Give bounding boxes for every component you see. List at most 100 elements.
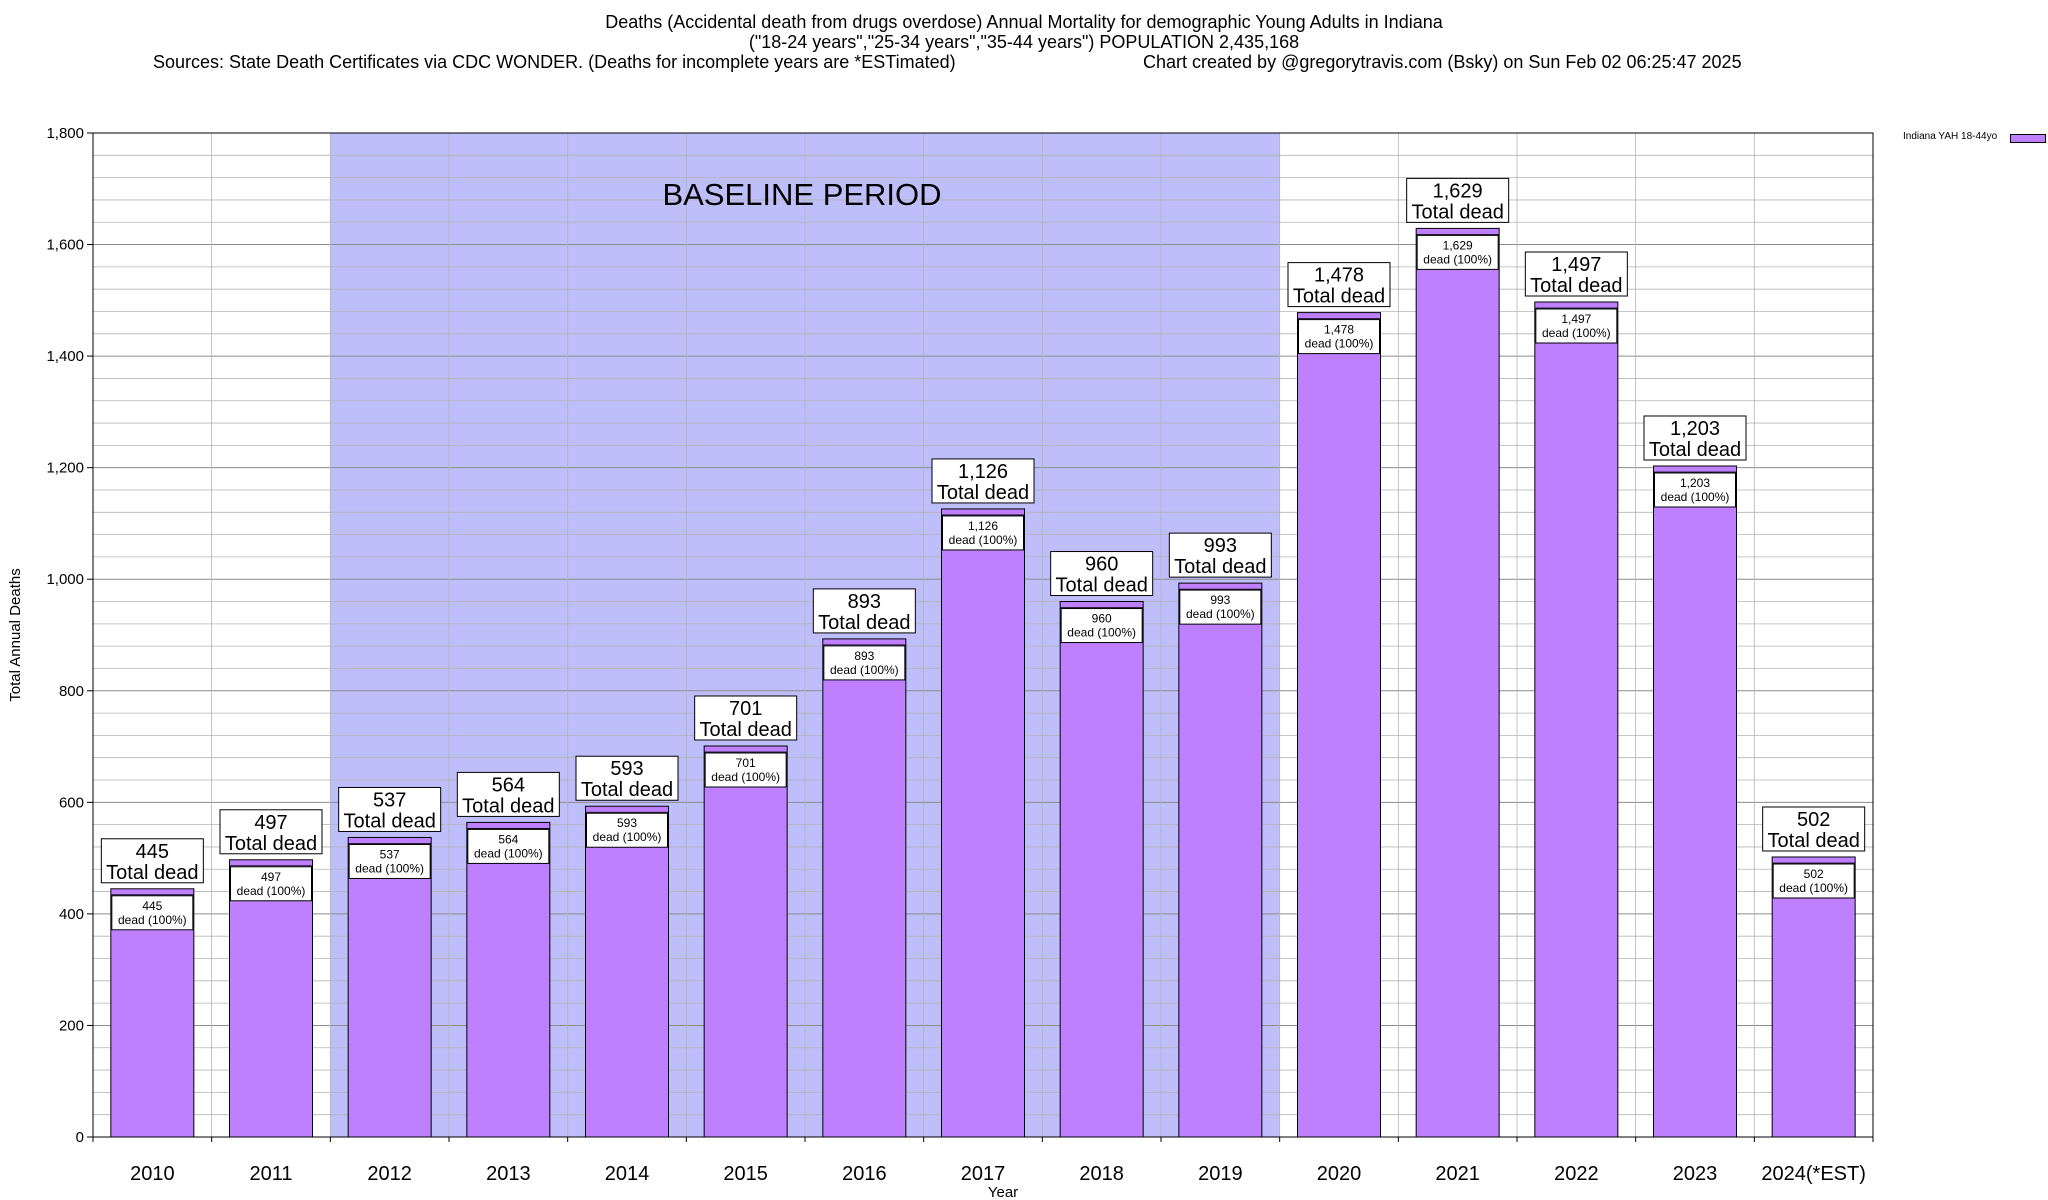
x-tick-label: 2013 xyxy=(486,1163,531,1185)
total-label-box xyxy=(931,458,1035,504)
total-value-label: 1,203 xyxy=(1670,418,1720,440)
x-tick-label: 2024(*EST) xyxy=(1761,1163,1866,1185)
inner-value-label: 1,629 xyxy=(1443,238,1473,252)
inner-value-label: 593 xyxy=(617,816,637,830)
inner-label-box xyxy=(467,828,550,864)
x-tick-label: 2017 xyxy=(961,1163,1006,1185)
y-tick-label: 200 xyxy=(59,1017,84,1034)
bar xyxy=(941,508,1025,1138)
bar xyxy=(1178,582,1263,1138)
inner-label-box xyxy=(348,843,431,879)
bar xyxy=(703,745,788,1138)
x-tick-label: 2010 xyxy=(130,1163,175,1185)
legend-label: Indiana YAH 18-44yo xyxy=(1903,131,1998,142)
inner-label-box xyxy=(823,645,906,681)
total-value-label: 1,478 xyxy=(1314,265,1364,287)
inner-label-box xyxy=(230,866,312,902)
inner-percent-label: dead (100%) xyxy=(1186,607,1255,621)
total-dead-label: Total dead xyxy=(1174,556,1266,578)
inner-label-box xyxy=(942,515,1024,551)
x-axis-title: Year xyxy=(988,1184,1018,1200)
total-dead-label: Total dead xyxy=(106,862,198,884)
inner-value-label: 497 xyxy=(261,870,281,884)
credit-text: Chart created by @gregorytravis.com (Bsk… xyxy=(1143,52,1742,72)
total-value-label: 1,629 xyxy=(1433,180,1483,202)
inner-value-label: 1,497 xyxy=(1561,312,1591,326)
total-dead-label: Total dead xyxy=(1530,275,1622,297)
baseline-label: BASELINE PERIOD xyxy=(662,177,941,212)
total-label-box xyxy=(219,809,323,855)
total-dead-label: Total dead xyxy=(937,482,1029,504)
total-dead-label: Total dead xyxy=(581,779,673,801)
inner-value-label: 701 xyxy=(736,756,756,770)
total-dead-label: Total dead xyxy=(462,795,554,817)
total-label-box xyxy=(100,838,204,884)
inner-label-box xyxy=(1535,308,1618,344)
total-dead-label: Total dead xyxy=(344,810,436,832)
x-tick-label: 2012 xyxy=(367,1163,412,1185)
y-tick-label: 0 xyxy=(76,1129,84,1146)
total-dead-label: Total dead xyxy=(1056,575,1148,597)
inner-value-label: 993 xyxy=(1210,593,1230,607)
bar xyxy=(229,859,313,1138)
total-dead-label: Total dead xyxy=(225,833,317,855)
inner-label-box xyxy=(1060,608,1143,644)
inner-value-label: 564 xyxy=(498,832,518,846)
inner-label-box xyxy=(1179,589,1262,625)
total-label-box xyxy=(1762,806,1866,852)
inner-value-label: 960 xyxy=(1092,612,1112,626)
x-tick-label: 2023 xyxy=(1673,1163,1718,1185)
y-tick-label: 400 xyxy=(59,906,84,923)
chart-title: Deaths (Accidental death from drugs over… xyxy=(0,12,2048,52)
inner-label-box xyxy=(1416,234,1499,270)
total-value-label: 701 xyxy=(729,698,762,720)
bar xyxy=(1297,312,1381,1138)
y-tick-label: 1,400 xyxy=(46,348,84,365)
x-tick-label: 2018 xyxy=(1079,1163,1124,1185)
source-text: Sources: State Death Certificates via CD… xyxy=(153,52,956,72)
inner-percent-label: dead (100%) xyxy=(711,770,780,784)
y-tick-label: 1,800 xyxy=(46,125,84,142)
title-line-2: ("18-24 years","25-34 years","35-44 year… xyxy=(748,32,1300,52)
total-value-label: 564 xyxy=(492,774,525,796)
inner-value-label: 1,478 xyxy=(1324,323,1354,337)
total-value-label: 593 xyxy=(610,758,643,780)
total-dead-label: Total dead xyxy=(1412,201,1504,223)
y-axis-title: Total Annual Deaths xyxy=(7,568,24,701)
x-tick-label: 2014 xyxy=(605,1163,650,1185)
inner-value-label: 1,203 xyxy=(1680,476,1710,490)
bar xyxy=(1534,301,1619,1138)
inner-percent-label: dead (100%) xyxy=(949,533,1018,547)
inner-label-box xyxy=(111,895,194,931)
total-label-box xyxy=(1287,262,1391,308)
bar xyxy=(347,836,432,1138)
total-label-box xyxy=(338,786,442,832)
inner-percent-label: dead (100%) xyxy=(474,846,543,860)
total-label-box xyxy=(575,755,679,801)
inner-percent-label: dead (100%) xyxy=(1779,881,1848,895)
x-tick-label: 2021 xyxy=(1435,1163,1480,1185)
bar xyxy=(585,805,669,1138)
x-tick-label: 2015 xyxy=(723,1163,768,1185)
total-dead-label: Total dead xyxy=(1649,439,1741,461)
total-dead-label: Total dead xyxy=(818,612,910,634)
inner-percent-label: dead (100%) xyxy=(1542,326,1611,340)
total-dead-label: Total dead xyxy=(700,719,792,741)
total-value-label: 445 xyxy=(136,841,169,863)
inner-percent-label: dead (100%) xyxy=(1067,626,1136,640)
legend-swatch xyxy=(2010,134,2046,143)
total-label-box xyxy=(456,771,560,817)
total-dead-label: Total dead xyxy=(1768,830,1860,852)
total-value-label: 893 xyxy=(848,591,881,613)
inner-percent-label: dead (100%) xyxy=(830,663,899,677)
plot-frame xyxy=(92,132,1874,1138)
total-label-box xyxy=(1168,532,1272,578)
inner-value-label: 502 xyxy=(1804,867,1824,881)
inner-label-box xyxy=(1772,863,1855,899)
bar xyxy=(1771,856,1856,1138)
x-tick-label: 2011 xyxy=(249,1163,292,1185)
x-tick-label: 2022 xyxy=(1554,1163,1599,1185)
y-tick-label: 800 xyxy=(59,683,84,700)
bar xyxy=(466,821,551,1138)
